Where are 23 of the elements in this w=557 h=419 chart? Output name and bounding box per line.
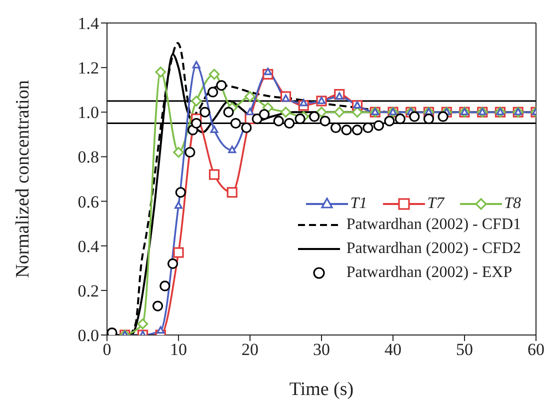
y-tick-label: 0.8 — [78, 148, 99, 167]
legend-label: Patwardhan (2002) - EXP — [346, 264, 512, 281]
y-tick-label: 0.2 — [78, 281, 99, 300]
y-tick-label: 0.0 — [78, 326, 99, 346]
x-tick-label: 60 — [528, 340, 544, 360]
y-tick-label: 1.2 — [78, 58, 99, 78]
x-tick-label: 50 — [456, 340, 473, 360]
x-tick-label: 10 — [170, 340, 187, 360]
y-axis-title: Normalized concentration — [12, 80, 34, 278]
y-tick-label: 1.0 — [78, 103, 99, 122]
y-tick-label: 1.4 — [78, 14, 100, 34]
x-tick-label: 20 — [242, 340, 258, 360]
legend-label: T1 — [350, 195, 368, 212]
legend-label: Patwardhan (2002) - CFD1 — [346, 216, 521, 233]
legend-label: T8 — [504, 195, 521, 212]
x-tick-label: 30 — [313, 340, 330, 360]
legend-label: Patwardhan (2002) - CFD2 — [346, 240, 521, 257]
x-tick-label: 0 — [102, 340, 112, 360]
x-tick-label: 40 — [384, 340, 402, 360]
x-axis-title: Time (s) — [289, 379, 354, 400]
y-tick-label: 0.4 — [78, 236, 100, 256]
legend-label: T7 — [427, 195, 444, 212]
y-tick-label: 0.6 — [78, 192, 99, 212]
